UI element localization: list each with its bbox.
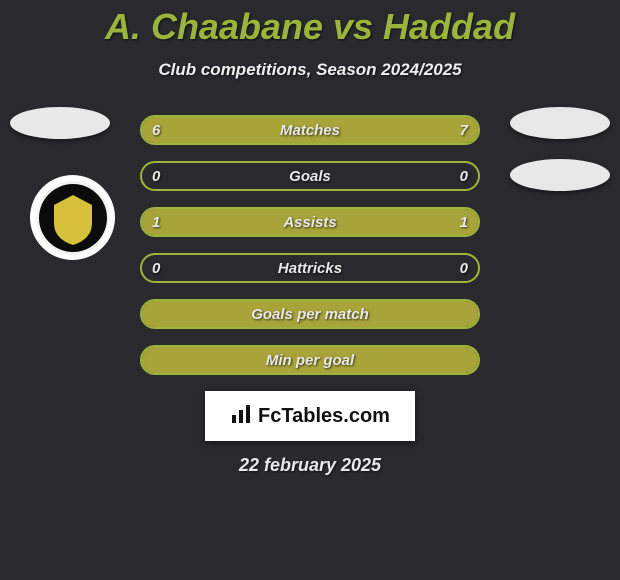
stat-rows: Matches67Goals00Assists11Hattricks00Goal… [140, 115, 480, 375]
left-club-crest: U.S.B.G [30, 175, 115, 260]
stat-value-left: 6 [152, 117, 160, 143]
club-crest-icon: U.S.B.G [36, 181, 110, 255]
stat-bar: Assists1 1 [140, 207, 480, 237]
page-subtitle: Club competitions, Season 2024/2025 [0, 60, 620, 80]
stat-label: Goals [142, 163, 478, 189]
footer-date: 22 february 2025 [0, 455, 620, 476]
left-ellipse-1 [10, 107, 110, 139]
crest-text: U.S.B.G [59, 187, 86, 194]
stat-label: Min per goal [142, 347, 478, 373]
stat-value-right: 0 [460, 255, 468, 281]
stat-value-right: 1 [460, 209, 468, 235]
stat-label: Assists [142, 209, 478, 235]
footer-brand: FcTables.com [258, 405, 390, 428]
stat-value-left: 1 [152, 209, 160, 235]
chart-icon [230, 403, 252, 430]
stat-bar: Goals0 0 [140, 161, 480, 191]
stat-value-left: 0 [152, 163, 160, 189]
stat-value-left: 0 [152, 255, 160, 281]
stat-label: Goals per match [142, 301, 478, 327]
footer-logo: FcTables.com [205, 391, 415, 441]
crest-ring: U.S.B.G [36, 181, 110, 255]
crest-shield [54, 195, 92, 245]
stat-value-right: 7 [460, 117, 468, 143]
compare-area: U.S.B.G Matches67Goals00Assists11Hattric… [0, 115, 620, 375]
right-ellipse-1 [510, 107, 610, 139]
stat-label: Hattricks [142, 255, 478, 281]
stat-bar: Min per goal [140, 345, 480, 375]
right-ellipse-2 [510, 159, 610, 191]
stat-label: Matches [142, 117, 478, 143]
stat-value-right: 0 [460, 163, 468, 189]
stat-bar: Hattricks0 0 [140, 253, 480, 283]
stat-bar: Matches6 7 [140, 115, 480, 145]
page-title: A. Chaabane vs Haddad [0, 0, 620, 48]
stat-bar: Goals per match [140, 299, 480, 329]
